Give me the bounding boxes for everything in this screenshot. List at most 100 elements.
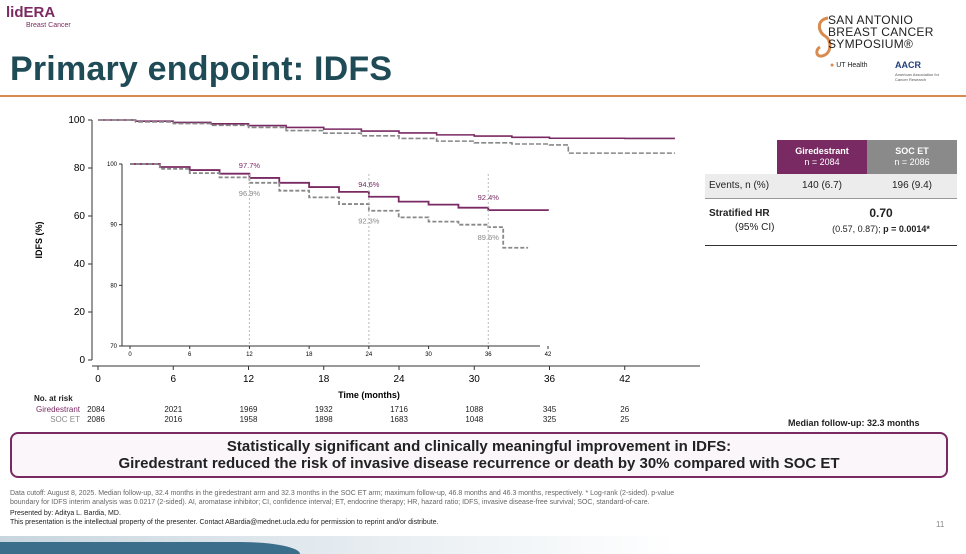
aacr-logo: AACR [895, 60, 921, 70]
x-axis-label: Time (months) [338, 390, 400, 400]
y-tick-label: 40 [74, 259, 86, 270]
inset-annotation-giredestrant: 94.6% [358, 180, 380, 189]
col-header-soc: SOC ET n = 2086 [867, 140, 957, 174]
table-bottom-rule [705, 245, 957, 246]
inset-x-tick-label: 36 [485, 352, 492, 358]
x-tick-label: 6 [170, 374, 176, 385]
risk-cell: 1716 [390, 405, 408, 414]
risk-cell: 1898 [314, 415, 333, 424]
inset-x-tick-label: 0 [128, 352, 132, 358]
y-tick-label: 100 [68, 115, 85, 126]
ip-notice: This presentation is the intellectual pr… [10, 519, 439, 526]
hr-ci-p: (0.57, 0.87); p = 0.0014* [805, 224, 957, 234]
events-giredestrant: 140 (6.7) [801, 180, 843, 191]
inset-x-tick-label: 30 [425, 352, 432, 358]
col-header-giredestrant: Giredestrant n = 2084 [777, 140, 867, 174]
x-tick-label: 12 [243, 374, 255, 385]
lidera-logo: lidERA [6, 4, 55, 21]
inset-annotation-giredestrant: 97.7% [239, 161, 261, 170]
page-number: 11 [936, 520, 945, 529]
page-title: Primary endpoint: IDFS [10, 50, 393, 88]
inset-curve-soc [130, 163, 529, 249]
sabcs-line-2: BREAST CANCER [828, 25, 934, 39]
inset-x-tick-label: 18 [306, 352, 313, 358]
x-tick-label: 30 [469, 374, 481, 385]
risk-cell: 2016 [164, 415, 183, 424]
risk-cell: 2086 [87, 415, 105, 424]
inset-curve-giredestrant [130, 163, 549, 212]
inset-y-tick-label: 70 [110, 344, 117, 350]
risk-row-label: SOC ET [50, 415, 80, 424]
col-giredestrant-n: n = 2084 [804, 157, 840, 167]
inset-annotation-soc: 96.9% [239, 189, 261, 198]
x-tick-label: 24 [393, 374, 405, 385]
ut-health-logo: ● UT Health [830, 62, 868, 69]
hr-label: Stratified HR [709, 208, 770, 219]
logo-lid-text: lid [6, 4, 24, 21]
curve-soc [98, 119, 675, 154]
risk-cell: 25 [620, 415, 630, 424]
inset-annotation-giredestrant: 92.4% [478, 193, 500, 202]
inset-y-tick-label: 100 [107, 162, 118, 168]
events-label: Events, n (%) [709, 180, 770, 191]
col-soc-title: SOC ET [895, 146, 929, 156]
inset-background [104, 158, 544, 364]
events-soc: 196 (9.4) [891, 180, 933, 191]
risk-header: No. at risk [34, 394, 73, 403]
inset-x-tick-label: 42 [545, 352, 552, 358]
risk-cell: 2021 [164, 405, 183, 414]
y-axis-label: IDFS (%) [34, 221, 44, 258]
hr-ci-label: (95% CI) [735, 222, 775, 233]
footnote-1: Data cutoff: August 8, 2025. Median foll… [10, 490, 675, 497]
footnote-2: boundary for IDFS interim analysis was 0… [10, 499, 650, 506]
x-tick-label: 0 [95, 374, 101, 385]
ut-health-text: UT Health [836, 62, 868, 69]
risk-cell: 1088 [465, 405, 484, 414]
curve-giredestrant [98, 119, 675, 140]
sabcs-line-3: SYMPOSIUM® [828, 37, 914, 51]
median-followup: Median follow-up: 32.3 months [788, 418, 920, 428]
sabcs-line-1: SAN ANTONIO [828, 13, 914, 27]
risk-cell: 1958 [239, 415, 258, 424]
risk-cell: 26 [620, 405, 630, 414]
risk-cell: 1932 [314, 405, 333, 414]
risk-cell: 1683 [390, 415, 408, 424]
sabcs-logo-icon [815, 16, 832, 58]
inset-annotation-soc: 89.6% [478, 233, 500, 242]
inset-y-tick-label: 90 [110, 223, 117, 229]
sabcs-logo-text: SAN ANTONIO BREAST CANCER SYMPOSIUM® [828, 14, 934, 50]
x-tick-label: 42 [619, 374, 631, 385]
y-tick-label: 80 [74, 163, 86, 174]
y-tick-label: 0 [79, 355, 85, 366]
inset-annotation-soc: 92.3% [358, 217, 380, 226]
risk-cell: 345 [542, 405, 557, 414]
logo-subtitle: Breast Cancer [26, 22, 71, 29]
inset-x-tick-label: 6 [188, 352, 192, 358]
bottom-wave [0, 542, 300, 554]
x-tick-label: 36 [544, 374, 556, 385]
logo-era-text: ERA [23, 4, 56, 21]
y-tick-label: 20 [74, 307, 86, 318]
inset-y-tick-label: 80 [110, 283, 117, 289]
col-giredestrant-title: Giredestrant [795, 146, 849, 156]
hr-ci: (0.57, 0.87); [832, 224, 881, 234]
hr-p-value: p = 0.0014* [883, 224, 930, 234]
x-tick-label: 18 [318, 374, 330, 385]
conclusion-banner: Statistically significant and clinically… [10, 432, 948, 478]
risk-cell: 1969 [239, 405, 258, 414]
presented-by: Presented by: Aditya L. Bardia, MD. [10, 510, 121, 517]
risk-row-label: Giredestrant [35, 405, 80, 414]
hr-value: 0.70 [869, 206, 893, 220]
risk-cell: 325 [542, 415, 557, 424]
banner-line-1: Statistically significant and clinically… [226, 438, 732, 455]
title-divider [0, 95, 966, 97]
inset-x-tick-label: 12 [246, 352, 253, 358]
aacr-subtitle: American Association for Cancer Research [895, 72, 940, 82]
risk-cell: 2084 [87, 405, 105, 414]
risk-cell: 1048 [465, 415, 484, 424]
banner-line-2: Giredestrant reduced the risk of invasiv… [118, 455, 840, 472]
y-tick-label: 60 [74, 211, 86, 222]
col-soc-n: n = 2086 [894, 157, 930, 167]
events-row: Events, n (%) 140 (6.7) 196 (9.4) [705, 174, 957, 199]
